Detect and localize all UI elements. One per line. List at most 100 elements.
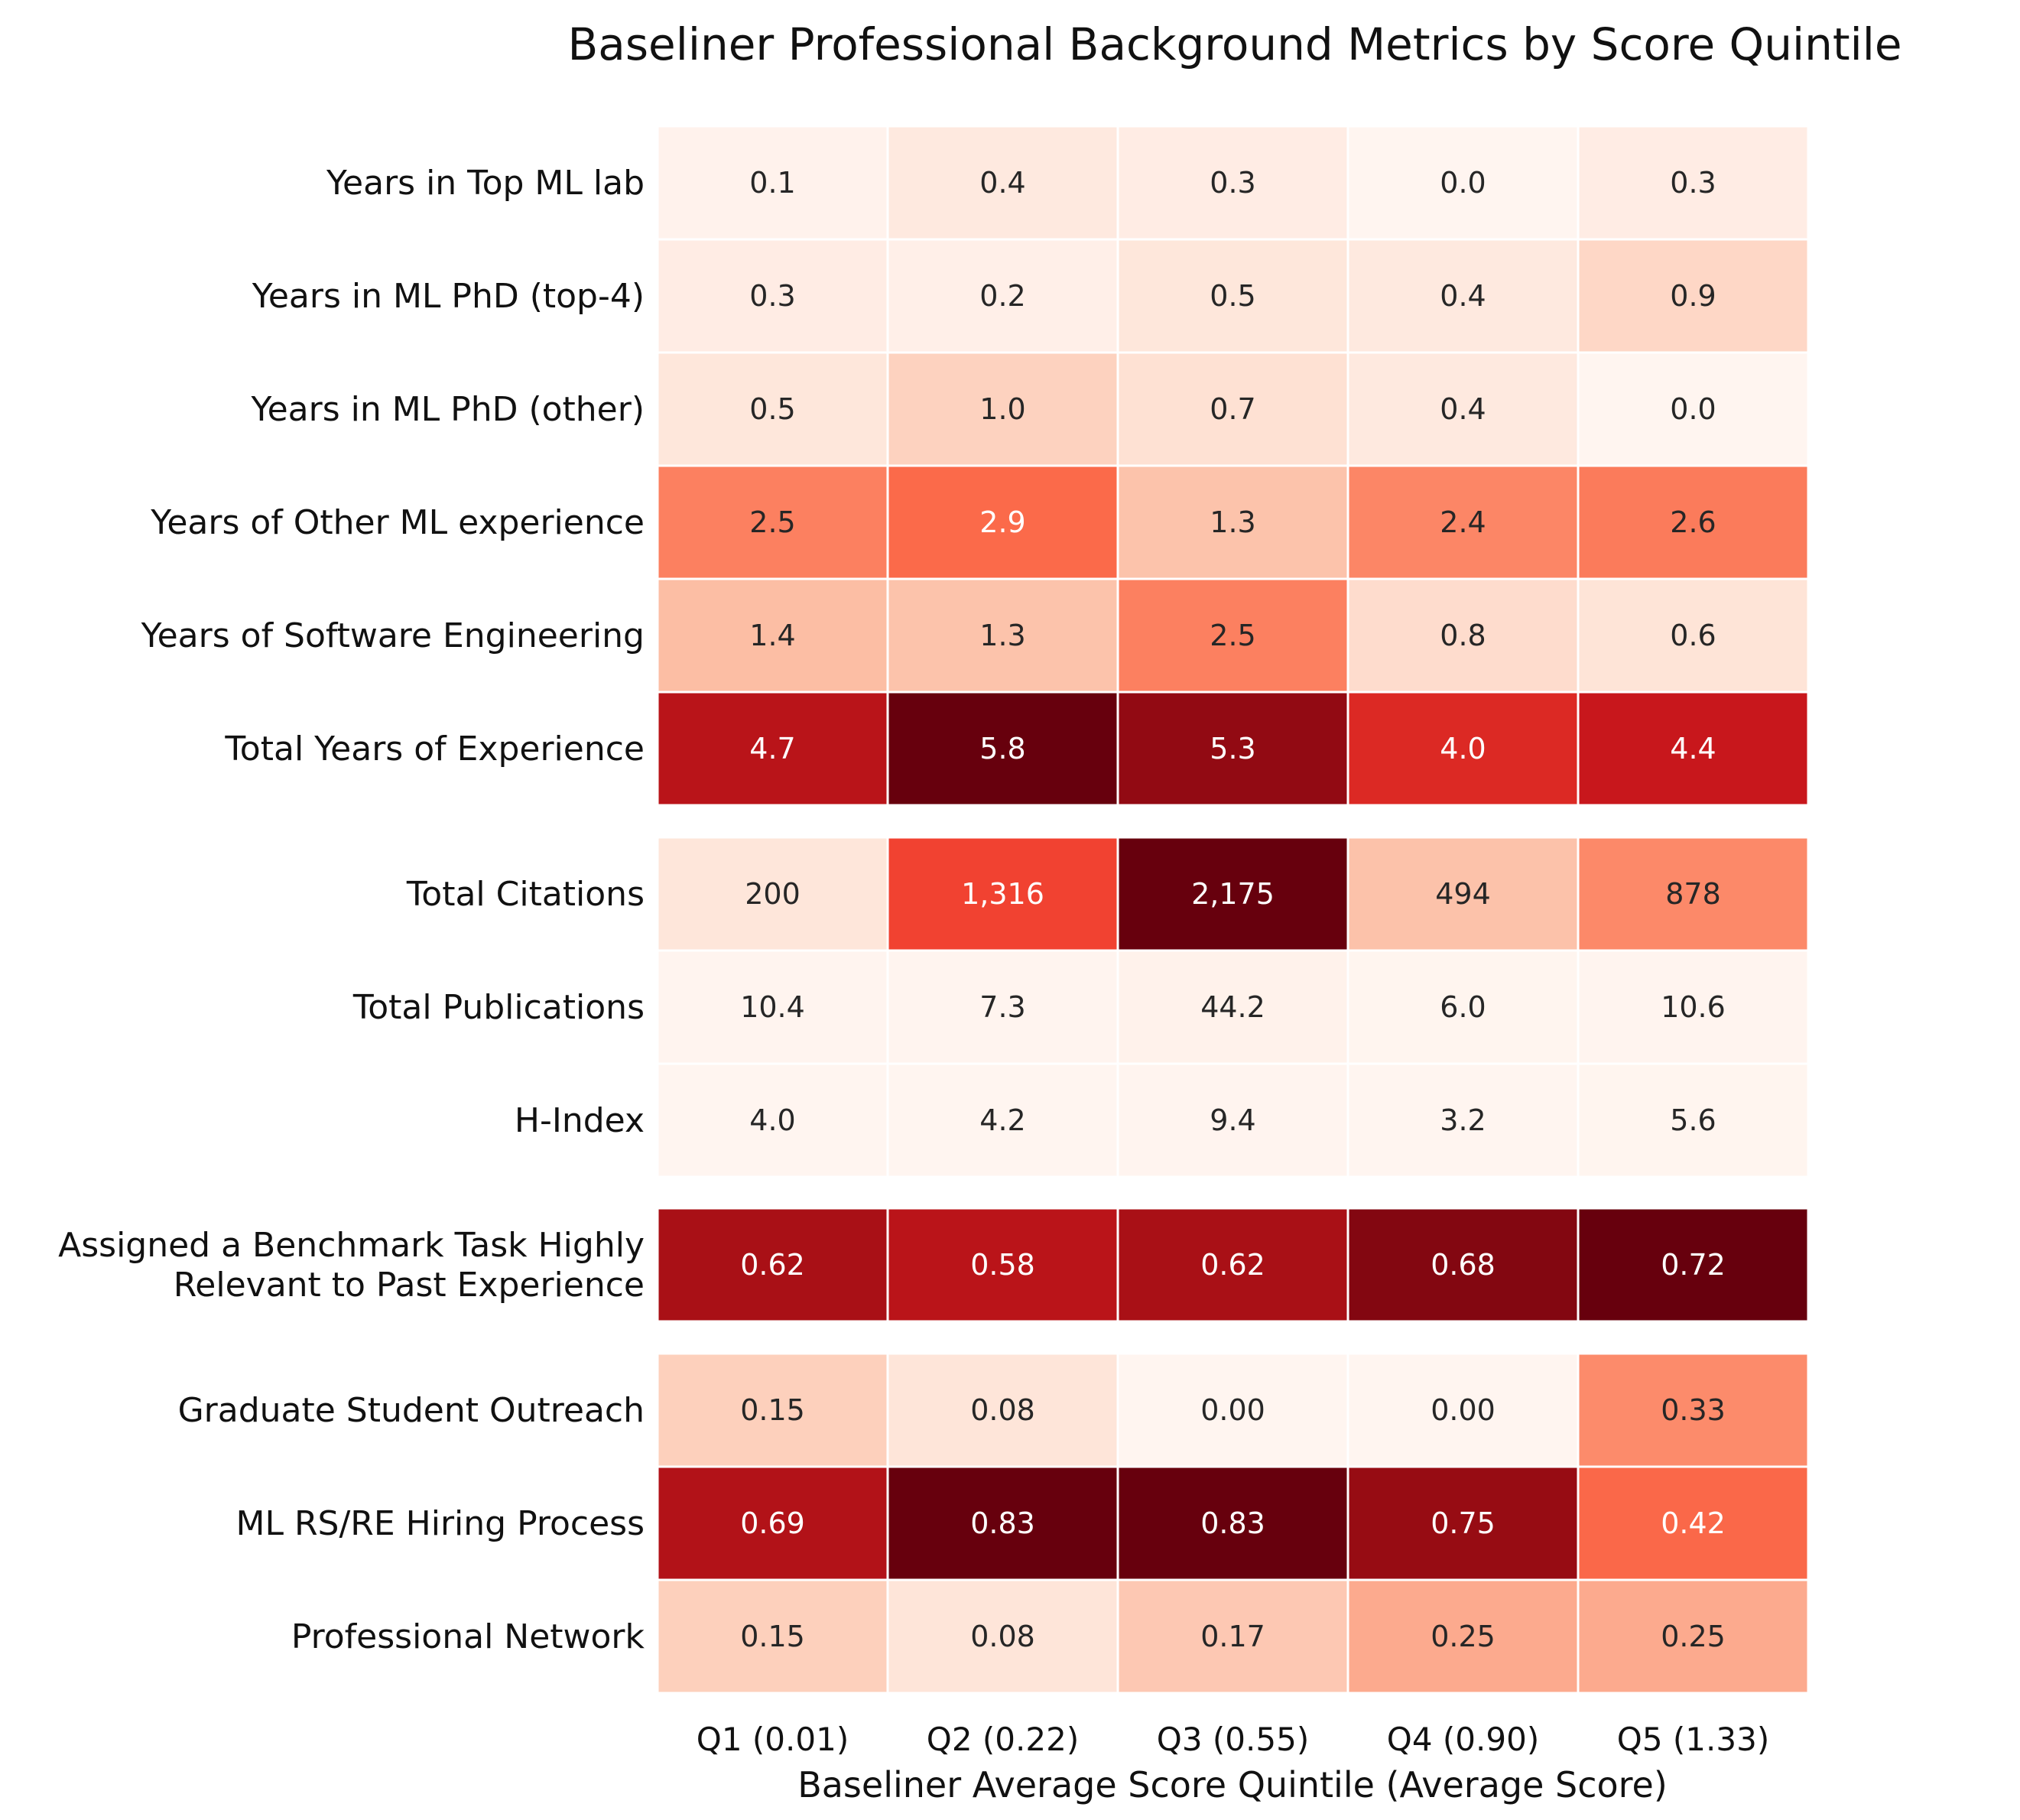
row-label: Total Years of Experience [224,730,645,769]
cell-value-label: 0.7 [1210,392,1255,426]
heatmap-cell [886,351,1119,467]
heatmap-cell [1577,1207,1810,1323]
heatmap-cell [886,1207,1119,1323]
heatmap-cell [1577,577,1810,694]
x-tick-label: Q3 (0.55) [1157,1721,1309,1758]
heatmap-group-2: Total Citations 200 1,316 2,175 494 878 Total … [352,836,1810,1178]
heatmap-cell [886,464,1119,580]
heatmap-cell [1346,1207,1580,1323]
cell-value-label: 0.72 [1661,1248,1726,1282]
cell-value-label: 0.62 [740,1248,805,1282]
heatmap-group-4: Graduate Student Outreach 0.15 0.08 0.00 0.0… [178,1352,1810,1695]
row-label: Years in ML PhD (other) [251,390,645,429]
cell-value-label: 0.17 [1200,1620,1265,1653]
heatmap-cell [1346,691,1580,807]
cell-value-label: 10.6 [1661,990,1726,1024]
cell-value-label: 878 [1665,877,1721,911]
cell-value-label: 0.25 [1661,1620,1726,1653]
heatmap-cell [1116,949,1349,1065]
heatmap-cell [1577,1578,1810,1695]
x-tick-label: Q2 (0.22) [927,1721,1079,1758]
heatmap-cell [656,1207,889,1323]
row-label: Years in Top ML lab [326,164,645,203]
heatmap-cell [1116,1207,1349,1323]
cell-value-label: 0.58 [970,1248,1035,1282]
cell-value-label: 2.5 [1210,619,1255,652]
cell-value-label: 5.6 [1670,1103,1716,1137]
row-label: ML RS/RE Hiring Process [236,1504,645,1543]
cell-value-label: 0.75 [1431,1506,1496,1540]
cell-value-label: 4.7 [749,732,795,765]
cell-value-label: 0.9 [1670,279,1716,313]
cell-value-label: 0.33 [1661,1393,1726,1427]
cell-value-label: 2,175 [1191,877,1275,911]
cell-value-label: 6.0 [1440,990,1486,1024]
cell-value-label: 0.42 [1661,1506,1726,1540]
row-label: Assigned a Benchmark Task Highly Relevant… [58,1226,645,1305]
cell-value-label: 2.4 [1440,505,1486,539]
cell-value-label: 0.00 [1431,1393,1496,1427]
cell-value-label: 200 [745,877,801,911]
heatmap-group-3: Assigned a Benchmark Task Highly Relevant… [58,1207,1810,1323]
cell-value-label: 0.68 [1431,1248,1496,1282]
cell-value-label: 0.1 [749,166,795,200]
heatmap-cell [886,577,1119,694]
heatmap-cell [1577,1352,1810,1468]
heatmap-cell [1346,1465,1580,1581]
x-tick-label: Q1 (0.01) [697,1721,849,1758]
cell-value-label: 0.6 [1670,619,1716,652]
heatmap-cell [886,1062,1119,1178]
heatmap-cell [1577,1062,1810,1178]
heatmap-cell [886,691,1119,807]
row-label: Years in ML PhD (top-4) [252,277,645,316]
cell-value-label: 0.15 [740,1620,805,1653]
heatmap-cell [1116,1062,1349,1178]
heatmap-cell [1116,1352,1349,1468]
chart-title: Baseliner Professional Background Metric… [567,18,1901,70]
cell-value-label: 2.6 [1670,505,1716,539]
cell-value-label: 1.3 [979,619,1025,652]
heatmap-cell [886,949,1119,1065]
cell-value-label: 0.08 [970,1620,1035,1653]
cell-value-label: 0.4 [1440,392,1486,426]
cell-value-label: 0.00 [1200,1393,1265,1427]
row-label: Graduate Student Outreach [178,1391,645,1430]
cell-value-label: 4.0 [1440,732,1486,765]
cell-value-label: 5.8 [979,732,1025,765]
cell-value-label: 0.4 [1440,279,1486,313]
cell-value-label: 0.0 [1440,166,1486,200]
heatmap-cell [656,1062,889,1178]
heatmap-cell [656,836,889,952]
cell-value-label: 0.25 [1431,1620,1496,1653]
cell-value-label: 1.0 [979,392,1025,426]
heatmap-cell [1116,691,1349,807]
row-label: Total Citations [406,875,645,914]
row-label: Professional Network [291,1617,645,1656]
heatmap-cell [1116,577,1349,694]
heatmap-cell [1577,351,1810,467]
heatmap-cell [1346,1578,1580,1695]
heatmap-cell [1346,351,1580,467]
cell-value-label: 7.3 [979,990,1025,1024]
heatmap-cell [1577,238,1810,354]
heatmap-cell [1116,125,1349,241]
heatmap-group-1: Years in Top ML lab 0.1 0.4 0.3 0.0 0.3 Years … [141,125,1810,807]
heatmap-cell [1116,464,1349,580]
x-tick-label: Q5 (1.33) [1617,1721,1769,1758]
row-label: Total Publications [352,988,645,1027]
heatmap-cell [886,1578,1119,1695]
cell-value-label: 0.15 [740,1393,805,1427]
heatmap-cell [1116,238,1349,354]
heatmap-cell [1346,1352,1580,1468]
cell-value-label: 1.4 [749,619,795,652]
cell-value-label: 10.4 [740,990,805,1024]
cell-value-label: 0.0 [1670,392,1716,426]
cell-value-label: 44.2 [1200,990,1265,1024]
cell-value-label: 2.9 [979,505,1025,539]
x-tick-label: Q4 (0.90) [1387,1721,1539,1758]
cell-value-label: 0.3 [1210,166,1255,200]
heatmap-cell [886,125,1119,241]
x-axis-label: Baseliner Average Score Quintile (Averag… [797,1764,1668,1805]
cell-value-label: 4.0 [749,1103,795,1137]
row-label: Years of Other ML experience [150,503,645,542]
